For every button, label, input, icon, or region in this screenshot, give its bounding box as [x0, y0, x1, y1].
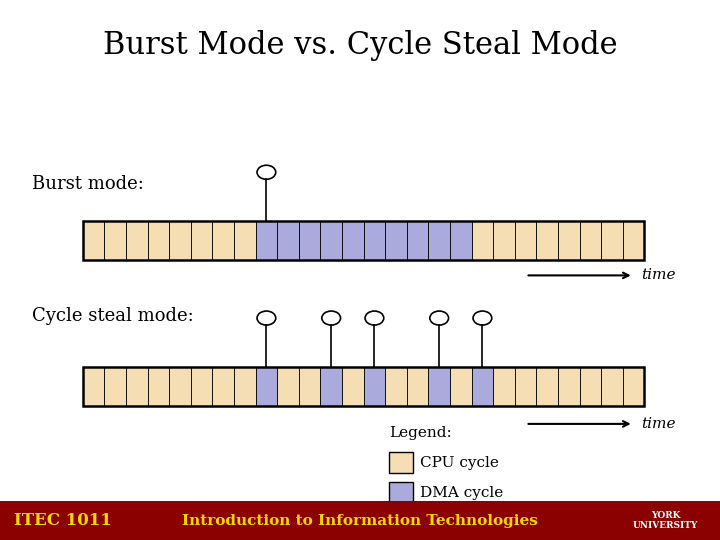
Bar	[126, 367, 148, 406]
Bar	[212, 221, 234, 260]
Text: Cycle steal mode:: Cycle steal mode:	[32, 307, 194, 325]
Bar	[320, 367, 342, 406]
Bar	[277, 221, 299, 260]
Bar	[536, 367, 558, 406]
Bar	[407, 367, 428, 406]
Bar	[428, 221, 450, 260]
Text: YORK
UNIVERSITY: YORK UNIVERSITY	[633, 511, 698, 530]
Bar	[558, 367, 580, 406]
Bar	[320, 221, 342, 260]
Bar	[104, 221, 126, 260]
Bar	[342, 367, 364, 406]
Text: ITEC 1011: ITEC 1011	[14, 512, 112, 529]
Bar	[450, 221, 472, 260]
Bar	[493, 367, 515, 406]
Bar	[580, 367, 601, 406]
Bar	[385, 221, 407, 260]
Bar	[83, 221, 104, 260]
Bar	[234, 367, 256, 406]
Bar	[623, 367, 644, 406]
Bar	[389, 482, 413, 502]
Bar	[148, 221, 169, 260]
Bar	[601, 221, 623, 260]
Bar	[191, 221, 212, 260]
Bar	[342, 221, 364, 260]
Bar	[256, 221, 277, 260]
Bar	[0, 501, 720, 540]
Bar	[83, 221, 644, 260]
Text: BR/BG/BGACK sequence: BR/BG/BGACK sequence	[420, 519, 611, 534]
Bar	[256, 367, 277, 406]
Bar	[234, 221, 256, 260]
Bar	[389, 452, 413, 472]
Text: Introduction to Information Technologies: Introduction to Information Technologies	[182, 514, 538, 528]
Bar	[104, 367, 126, 406]
Text: Burst mode:: Burst mode:	[32, 174, 144, 193]
Bar	[493, 221, 515, 260]
Bar	[169, 367, 191, 406]
Bar	[580, 221, 601, 260]
Bar	[212, 367, 234, 406]
Bar	[385, 367, 407, 406]
Bar	[191, 367, 212, 406]
Bar	[364, 221, 385, 260]
Bar	[472, 221, 493, 260]
Text: DMA cycle: DMA cycle	[420, 486, 503, 500]
Bar	[299, 367, 320, 406]
Bar	[472, 367, 493, 406]
Bar	[407, 221, 428, 260]
Bar	[623, 221, 644, 260]
Text: CPU cycle: CPU cycle	[420, 456, 499, 470]
Bar	[515, 221, 536, 260]
Bar	[277, 367, 299, 406]
Bar	[558, 221, 580, 260]
Text: time: time	[641, 268, 675, 282]
Bar	[428, 367, 450, 406]
Bar	[450, 367, 472, 406]
Bar	[536, 221, 558, 260]
Bar	[83, 367, 644, 406]
Text: time: time	[641, 417, 675, 431]
Bar	[364, 367, 385, 406]
Bar	[126, 221, 148, 260]
Bar	[515, 367, 536, 406]
Bar	[299, 221, 320, 260]
Bar	[169, 221, 191, 260]
Bar	[601, 367, 623, 406]
Text: Burst Mode vs. Cycle Steal Mode: Burst Mode vs. Cycle Steal Mode	[103, 30, 617, 60]
Bar	[148, 367, 169, 406]
Text: Legend:: Legend:	[389, 426, 451, 440]
Bar	[83, 367, 104, 406]
